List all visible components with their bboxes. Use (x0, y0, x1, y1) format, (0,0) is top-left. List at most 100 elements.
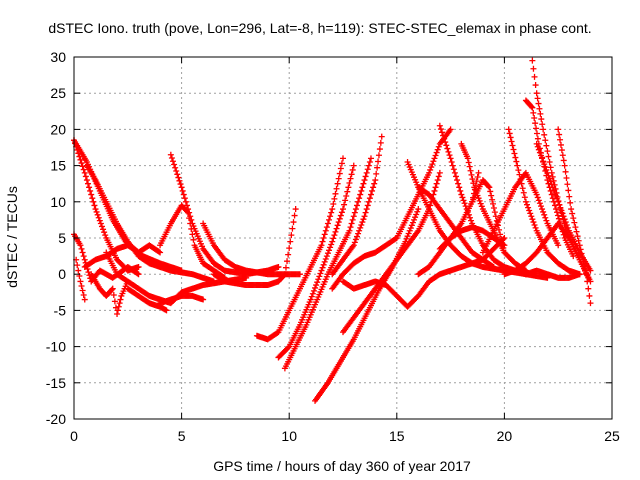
data-point (407, 225, 414, 232)
data-point (102, 232, 109, 239)
data-point (321, 258, 328, 265)
data-point (547, 187, 554, 194)
data-point (540, 126, 547, 133)
data-point (156, 248, 163, 255)
data-point (355, 230, 362, 237)
data-point (367, 191, 374, 198)
data-point (334, 180, 341, 187)
data-point (466, 214, 473, 221)
y-tick-label: 15 (50, 158, 66, 174)
data-point (549, 195, 556, 202)
data-point (528, 103, 535, 110)
data-point (468, 217, 475, 224)
data-point (336, 170, 343, 177)
data-point (558, 147, 565, 154)
data-point (414, 208, 421, 215)
data-point (530, 109, 537, 116)
data-point (426, 169, 433, 176)
series-9 (124, 285, 170, 314)
data-point (346, 227, 353, 234)
data-point (182, 198, 189, 205)
data-point (200, 296, 207, 303)
data-point (314, 279, 321, 286)
data-point (346, 179, 353, 186)
data-point (79, 249, 86, 256)
data-point (353, 233, 360, 240)
data-point (74, 262, 81, 269)
x-tick-label: 0 (70, 428, 78, 444)
data-point (566, 193, 573, 200)
data-point (81, 296, 88, 303)
data-point (554, 209, 561, 216)
data-point (363, 169, 370, 176)
series-36 (436, 224, 508, 252)
data-point (546, 175, 553, 182)
data-point (175, 174, 182, 181)
data-point (545, 153, 552, 160)
data-point (440, 132, 447, 139)
data-point (180, 191, 187, 198)
data-point (353, 202, 360, 209)
data-point (492, 213, 499, 220)
data-point (448, 158, 455, 165)
data-point (329, 238, 336, 245)
data-point (510, 146, 517, 153)
series-19 (340, 169, 443, 336)
data-point (436, 169, 443, 176)
data-point (543, 217, 550, 224)
data-point (534, 135, 541, 142)
data-point (290, 219, 297, 226)
data-point (517, 176, 524, 183)
data-point (437, 126, 444, 133)
data-point (371, 180, 378, 187)
data-point (537, 152, 544, 159)
data-point (579, 254, 586, 261)
data-point (327, 213, 334, 220)
data-point (497, 231, 504, 238)
data-point (469, 176, 476, 183)
data-point (361, 213, 368, 220)
data-point (349, 216, 356, 223)
data-point (543, 142, 550, 149)
data-point (90, 198, 97, 205)
data-point (545, 172, 552, 179)
data-point (359, 219, 366, 226)
data-point (476, 197, 483, 204)
data-point (573, 228, 580, 235)
data-point (511, 150, 518, 157)
data-point (415, 206, 422, 213)
data-point (332, 190, 339, 197)
data-point (542, 164, 549, 171)
data-point (114, 311, 121, 318)
data-point (177, 181, 184, 188)
data-point (555, 215, 562, 222)
data-point (187, 213, 194, 220)
data-point (563, 221, 570, 228)
x-tick-label: 15 (389, 428, 405, 444)
y-tick-label: 25 (50, 85, 66, 101)
data-point (509, 142, 516, 149)
data-point (402, 238, 409, 245)
data-point (355, 198, 362, 205)
data-point (411, 216, 418, 223)
data-point (413, 211, 420, 218)
data-point (360, 180, 367, 187)
data-point (560, 157, 567, 164)
data-point (551, 190, 558, 197)
data-point (409, 219, 416, 226)
data-point (432, 184, 439, 191)
data-point (535, 100, 542, 107)
data-point (167, 151, 174, 158)
data-point (93, 208, 100, 215)
data-point (361, 177, 368, 184)
data-point (577, 246, 584, 253)
data-point (340, 206, 346, 213)
data-point (323, 224, 330, 231)
series-34 (501, 220, 594, 285)
data-point (115, 303, 122, 310)
series-37 (522, 267, 583, 281)
data-point (87, 187, 94, 194)
data-point (310, 287, 317, 294)
data-point (508, 138, 515, 145)
data-point (326, 247, 333, 254)
